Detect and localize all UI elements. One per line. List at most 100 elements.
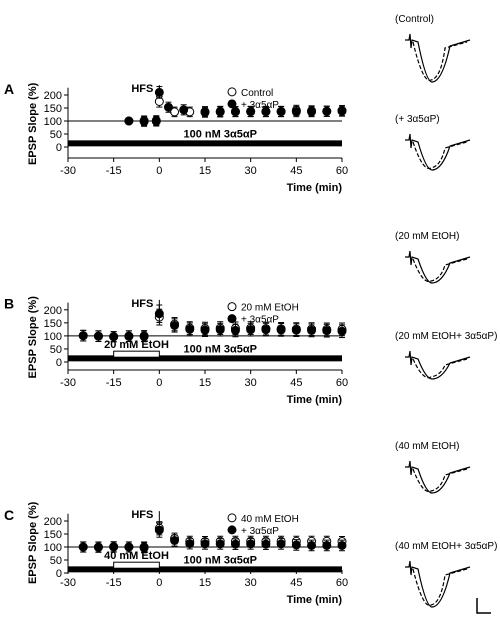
data-point <box>179 105 189 115</box>
data-point <box>307 107 317 117</box>
data-point <box>230 107 240 117</box>
data-point <box>246 539 256 549</box>
drug-bar <box>68 140 342 147</box>
legend-label: 20 mM EtOH <box>241 303 299 314</box>
y-tick-label: 200 <box>44 516 62 528</box>
x-tick-label: 45 <box>290 165 302 177</box>
x-tick-label: 0 <box>156 165 162 177</box>
trace-dashed <box>412 568 468 606</box>
trace-solid <box>405 460 471 494</box>
y-tick-label: 100 <box>44 542 62 554</box>
y-axis-title: EPSP Slope (%) <box>27 82 39 165</box>
data-point <box>230 539 240 549</box>
x-tick-label: -30 <box>60 165 76 177</box>
data-point <box>109 542 119 552</box>
x-tick-label: 15 <box>199 577 211 589</box>
trace-solid <box>405 560 471 608</box>
data-point <box>200 107 210 117</box>
data-point <box>322 326 332 336</box>
x-tick-label: -30 <box>60 577 76 589</box>
data-point <box>139 117 149 127</box>
x-tick-label: 45 <box>290 577 302 589</box>
y-tick-label: 100 <box>44 116 62 128</box>
legend-label: Control <box>241 88 273 99</box>
data-point <box>337 106 347 116</box>
x-tick-label: 60 <box>336 165 348 177</box>
trace-solid <box>405 33 471 83</box>
trace-solid <box>405 350 471 380</box>
data-point <box>78 331 88 341</box>
data-point <box>151 115 161 125</box>
data-point <box>200 539 210 549</box>
legend-marker <box>227 525 237 535</box>
drug-bar-label: 100 nM 3α5αP <box>183 128 256 140</box>
data-point <box>322 106 332 116</box>
ethanol-bar-label: 20 mM EtOH <box>104 339 169 351</box>
y-axis-title: EPSP Slope (%) <box>27 296 39 379</box>
data-point <box>200 325 210 335</box>
y-tick-label: 150 <box>44 529 62 541</box>
legend-label: + 3α5αP <box>241 100 279 111</box>
x-axis-title: Time (min) <box>287 594 343 606</box>
series-open <box>78 308 347 343</box>
x-tick-label: 30 <box>245 577 257 589</box>
y-tick-label: 200 <box>44 305 62 317</box>
data-point <box>246 325 256 335</box>
data-point <box>215 539 225 549</box>
y-tick-label: 150 <box>44 318 62 330</box>
y-tick-label: 200 <box>44 90 62 102</box>
data-point <box>291 107 301 117</box>
y-axis-title: EPSP Slope (%) <box>27 501 39 584</box>
data-point <box>185 324 195 334</box>
x-tick-label: 0 <box>156 577 162 589</box>
hfs-label: HFS <box>131 83 153 95</box>
series-filled <box>124 86 347 127</box>
x-tick-label: 30 <box>245 165 257 177</box>
data-point <box>230 325 240 335</box>
y-tick-label: 0 <box>56 357 62 369</box>
data-point <box>261 539 271 549</box>
data-point <box>154 309 164 319</box>
series-filled <box>78 304 347 343</box>
data-point <box>139 331 149 341</box>
trace-label: (40 mM EtOH+ 3α5αP) <box>395 541 497 552</box>
hfs-label: HFS <box>131 298 153 310</box>
data-point <box>246 107 256 117</box>
data-point <box>163 102 173 112</box>
scale-bar <box>476 598 491 614</box>
data-point <box>276 107 286 117</box>
legend-label: 40 mM EtOH <box>241 514 299 525</box>
x-tick-label: 60 <box>336 577 348 589</box>
y-tick-label: 100 <box>44 331 62 343</box>
data-point <box>170 320 180 330</box>
y-tick-label: 50 <box>50 129 62 141</box>
legend-marker <box>227 87 237 97</box>
ethanol-bar-label: 40 mM EtOH <box>104 550 169 562</box>
trace-dashed <box>412 468 468 493</box>
series-filled <box>78 522 347 554</box>
x-axis-title: Time (min) <box>287 182 343 194</box>
x-tick-label: -30 <box>60 377 76 389</box>
legend-label: + 3α5αP <box>241 526 279 537</box>
trace-label: (40 mM EtOH) <box>395 441 459 452</box>
drug-bar-label: 100 nM 3α5αP <box>183 343 256 355</box>
y-tick-label: 50 <box>50 555 62 567</box>
data-point <box>337 540 347 550</box>
trace-label: (+ 3α5αP) <box>395 114 440 125</box>
x-tick-label: 15 <box>199 165 211 177</box>
trace-label: (20 mM EtOH) <box>395 231 459 242</box>
data-point <box>124 331 134 341</box>
drug-bar <box>68 566 342 573</box>
x-tick-label: 0 <box>156 377 162 389</box>
x-tick-label: 60 <box>336 377 348 389</box>
data-point <box>124 542 134 552</box>
hfs-label: HFS <box>131 509 153 521</box>
x-tick-label: 15 <box>199 377 211 389</box>
x-tick-label: -15 <box>106 377 122 389</box>
trace-label: (Control) <box>395 14 434 25</box>
data-point <box>276 325 286 335</box>
